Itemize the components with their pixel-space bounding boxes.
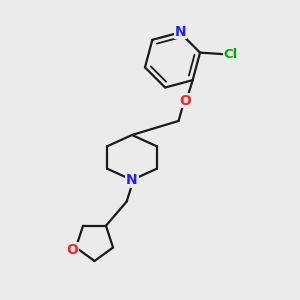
Text: O: O bbox=[66, 243, 78, 257]
Text: N: N bbox=[175, 25, 187, 39]
Text: O: O bbox=[179, 94, 191, 108]
Text: Cl: Cl bbox=[223, 48, 238, 61]
Text: N: N bbox=[126, 173, 138, 187]
